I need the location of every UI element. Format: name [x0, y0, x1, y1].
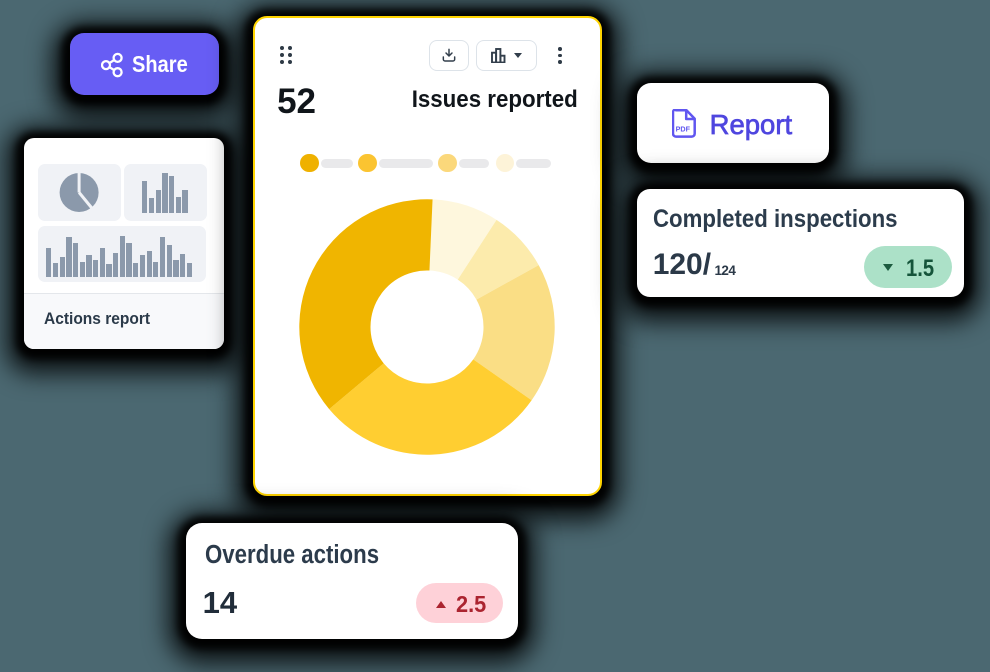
svg-text:PDF: PDF: [676, 125, 691, 134]
